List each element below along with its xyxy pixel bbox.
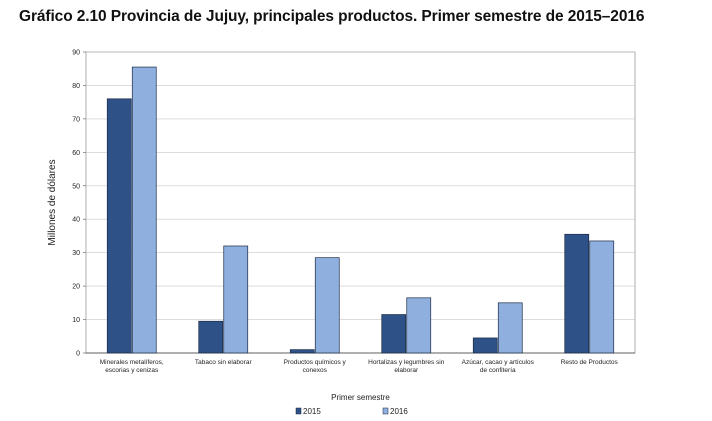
category-label: Resto de Productos [561, 359, 619, 366]
category-label: Minerales metalíferos, [100, 359, 164, 366]
bar-2016-1 [131, 66, 157, 354]
bar-2015-1 [106, 98, 132, 354]
plot-area [85, 51, 636, 354]
y-tick-label: 20 [72, 284, 80, 291]
y-axis-title: Millones de dólares [47, 159, 58, 245]
category-label: de confitería [480, 367, 516, 374]
bar-2016-3 [314, 257, 340, 354]
y-tick-label: 50 [72, 183, 80, 190]
y-tick-label: 30 [72, 250, 80, 257]
legend-swatch-2016 [382, 407, 389, 415]
y-tick-label: 70 [72, 116, 80, 123]
category-label: escorias y cenizas [105, 367, 159, 374]
chart-title: Gráfico 2.10 Provincia de Jujuy, princip… [19, 8, 645, 25]
bar-2015-3 [289, 349, 315, 354]
y-tick-label: 0 [76, 351, 80, 358]
y-tick-label: 40 [72, 217, 80, 224]
bar-2016-5 [497, 302, 523, 354]
category-label: Tabaco sin elaborar [195, 359, 253, 366]
bar-2016-2 [223, 245, 249, 354]
category-label: Productos químicos y [284, 359, 347, 366]
legend-swatch-2015 [295, 407, 302, 415]
bar-2015-4 [381, 314, 407, 354]
category-label: conexos [303, 367, 328, 374]
legend-label-2016: 2016 [390, 407, 408, 416]
category-label: Azúcar, cacao y artículos [462, 359, 535, 366]
y-tick-label: 60 [72, 150, 80, 157]
y-tick-label: 80 [72, 83, 80, 90]
category-label: Hortalizas y legumbres sin [368, 359, 445, 366]
x-axis-title: Primer semestre [331, 393, 390, 402]
bar-2015-2 [198, 320, 224, 354]
category-label: elaborar [394, 367, 419, 374]
bar-2016-4 [406, 297, 432, 354]
y-tick-label: 90 [72, 50, 80, 57]
bar-2015-6 [564, 233, 590, 354]
bar-2015-5 [472, 337, 498, 354]
bar-2016-6 [589, 240, 615, 354]
y-tick-label: 10 [72, 317, 80, 324]
legend-label-2015: 2015 [303, 407, 321, 416]
